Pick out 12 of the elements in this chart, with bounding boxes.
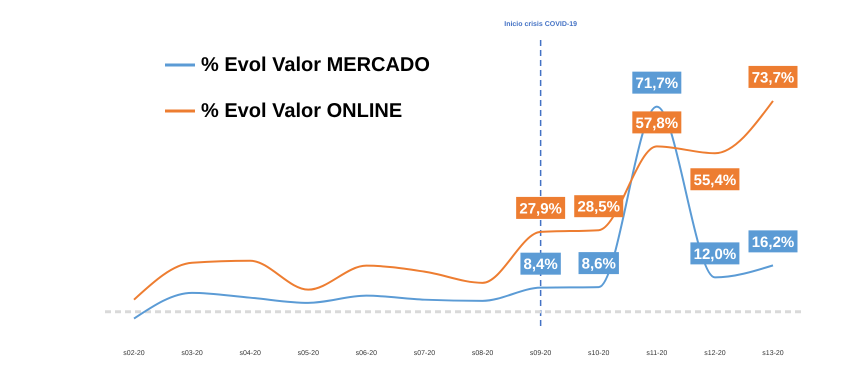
data-label: 73,7%	[752, 69, 794, 86]
legend-label: % Evol Valor ONLINE	[201, 100, 402, 122]
data-label: 55,4%	[694, 172, 736, 189]
data-label: 57,8%	[636, 114, 678, 132]
data-label: 28,5%	[577, 198, 620, 216]
data-label: 16,2%	[752, 234, 794, 251]
data-label: 8,4%	[524, 256, 558, 274]
data-label: 8,6%	[582, 256, 616, 273]
data-label: 71,7%	[636, 75, 678, 92]
data-label: 27,9%	[519, 200, 562, 218]
data-label: 12,0%	[694, 246, 736, 263]
legend-label: % Evol Valor MERCADO	[201, 54, 430, 76]
